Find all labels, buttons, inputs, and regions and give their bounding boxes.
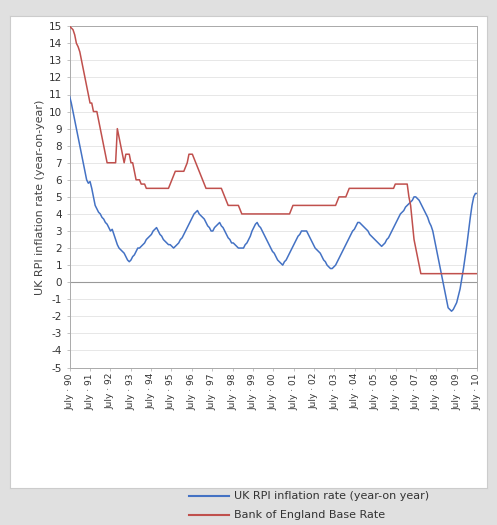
Y-axis label: UK RPI inflation rate (year-on-year): UK RPI inflation rate (year-on-year) [34,99,45,295]
Text: Bank of England Base Rate: Bank of England Base Rate [234,509,385,520]
Text: UK RPI inflation rate (year-on year): UK RPI inflation rate (year-on year) [234,491,429,501]
